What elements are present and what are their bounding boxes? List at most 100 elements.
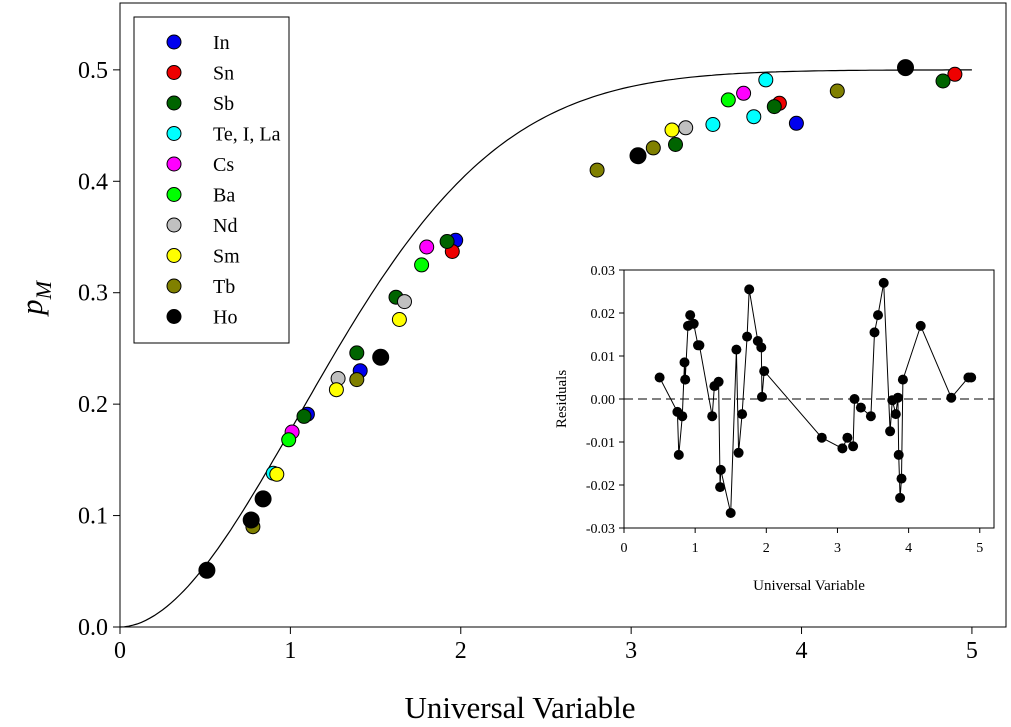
residual-point bbox=[848, 441, 859, 452]
residual-point bbox=[893, 449, 904, 460]
point-ba bbox=[720, 92, 736, 108]
main-x-axis-label: Universal Variable bbox=[405, 690, 636, 725]
main-x-tick-label: 5 bbox=[966, 638, 978, 664]
inset-x-tick-label: 2 bbox=[763, 541, 770, 556]
point-in bbox=[788, 115, 804, 131]
inset-x-tick-label: 1 bbox=[692, 541, 699, 556]
residual-point bbox=[707, 411, 718, 422]
point-cs bbox=[736, 85, 752, 101]
y-axis-label-subscript: M bbox=[31, 279, 56, 300]
residual-point bbox=[890, 409, 901, 420]
legend-label: Cs bbox=[213, 154, 234, 176]
inset-y-tick-label: 0.03 bbox=[591, 264, 616, 279]
point-ho bbox=[254, 490, 272, 508]
main-plot-frame bbox=[119, 2, 1007, 628]
residual-point bbox=[756, 342, 767, 353]
legend-label: Tb bbox=[213, 276, 235, 298]
inset-x-ticks: 0 1 2 3 4 5 bbox=[621, 528, 983, 556]
legend-marker bbox=[166, 278, 182, 294]
inset-x-tick-label: 3 bbox=[834, 541, 841, 556]
inset-y-tick-label: 0.00 bbox=[591, 393, 616, 408]
legend-marker bbox=[166, 65, 182, 80]
inset-y-tick-label: -0.02 bbox=[586, 479, 615, 494]
fit-curve bbox=[119, 69, 972, 628]
residual-point bbox=[713, 376, 724, 387]
legend-marker bbox=[166, 156, 182, 172]
point-sm bbox=[391, 312, 407, 327]
residual-point bbox=[837, 443, 848, 454]
main-y-tick-label: 0.3 bbox=[78, 281, 108, 307]
residual-point bbox=[895, 492, 906, 503]
point-ho bbox=[372, 348, 390, 366]
main-x-ticks: 0 1 2 3 4 5 bbox=[114, 627, 978, 664]
point-ho bbox=[242, 511, 260, 529]
point-nd bbox=[678, 120, 694, 136]
point-sb bbox=[349, 345, 365, 361]
main-x-tick-label: 1 bbox=[284, 638, 296, 664]
residual-point bbox=[742, 331, 753, 342]
residual-point bbox=[892, 392, 903, 403]
main-y-tick-label: 0.4 bbox=[78, 169, 108, 195]
residual-point bbox=[677, 411, 688, 422]
point-tb bbox=[645, 140, 661, 156]
legend-label: Sn bbox=[213, 63, 234, 85]
residual-point bbox=[731, 344, 742, 355]
inset-x-axis-label: Universal Variable bbox=[753, 578, 865, 594]
residual-point bbox=[915, 320, 926, 331]
point-sn bbox=[947, 66, 963, 82]
residual-point bbox=[725, 508, 736, 518]
point-sb bbox=[439, 234, 455, 249]
residual-point bbox=[878, 277, 889, 288]
main-y-axis-label: pM bbox=[14, 279, 56, 317]
residual-line bbox=[659, 282, 972, 514]
point-te-i-la bbox=[758, 72, 774, 88]
legend-marker bbox=[166, 34, 182, 50]
inset-y-tick-label: 0.02 bbox=[591, 307, 616, 322]
legend-label: In bbox=[213, 32, 230, 54]
residual-point bbox=[885, 426, 896, 437]
inset-y-tick-label: 0.01 bbox=[591, 350, 616, 365]
residual-point bbox=[873, 310, 883, 321]
legend-box bbox=[133, 16, 290, 344]
residual-point bbox=[946, 392, 957, 403]
point-tb bbox=[349, 372, 365, 388]
residual-point bbox=[869, 327, 880, 338]
point-ba bbox=[281, 432, 297, 448]
residual-point bbox=[694, 340, 705, 351]
legend-marker bbox=[166, 187, 182, 202]
inset-x-tick-label: 0 bbox=[621, 541, 628, 556]
point-sb bbox=[668, 137, 683, 152]
main-y-ticks: 0.0 0.1 0.2 0.3 0.4 0.5 bbox=[78, 58, 120, 641]
main-x-tick-label: 4 bbox=[796, 638, 808, 664]
inset-y-tick-label: -0.03 bbox=[586, 522, 615, 537]
residual-point bbox=[737, 409, 748, 420]
residual-point bbox=[855, 402, 866, 413]
residual-point bbox=[715, 464, 726, 475]
inset-y-ticks: -0.03 -0.02 -0.01 0.00 0.01 0.02 0.03 bbox=[586, 264, 624, 537]
residual-point bbox=[744, 284, 755, 295]
point-sb bbox=[296, 408, 312, 424]
legend-marker bbox=[166, 248, 182, 263]
legend-marker bbox=[166, 217, 182, 233]
point-ba bbox=[414, 257, 430, 273]
main-y-tick-label: 0.0 bbox=[78, 615, 108, 641]
inset-x-tick-label: 5 bbox=[976, 541, 983, 556]
inset-residuals-chart: 0 1 2 3 4 5 -0.03 -0.02 -0.01 0.00 0.01 0.02 0.03 U… bbox=[554, 264, 995, 594]
main-x-tick-label: 0 bbox=[114, 638, 126, 664]
residual-point bbox=[896, 473, 907, 484]
point-tb bbox=[829, 83, 845, 99]
residual-point bbox=[654, 372, 665, 383]
residual-point bbox=[679, 357, 690, 368]
point-nd bbox=[397, 294, 412, 310]
point-sb bbox=[935, 73, 951, 89]
point-ho bbox=[897, 59, 914, 77]
main-y-tick-label: 0.5 bbox=[78, 58, 108, 84]
legend-label: Ho bbox=[213, 307, 237, 329]
main-y-tick-label: 0.1 bbox=[78, 504, 108, 530]
main-chart: 0 1 2 3 4 5 0.0 0.1 0.2 0.3 0.4 0.5 Universal Vari… bbox=[14, 2, 1007, 725]
point-sm bbox=[664, 122, 680, 138]
inset-y-tick-label: -0.01 bbox=[586, 436, 615, 451]
main-x-tick-label: 3 bbox=[625, 638, 637, 664]
point-cs bbox=[419, 239, 435, 255]
residual-point bbox=[715, 482, 726, 493]
